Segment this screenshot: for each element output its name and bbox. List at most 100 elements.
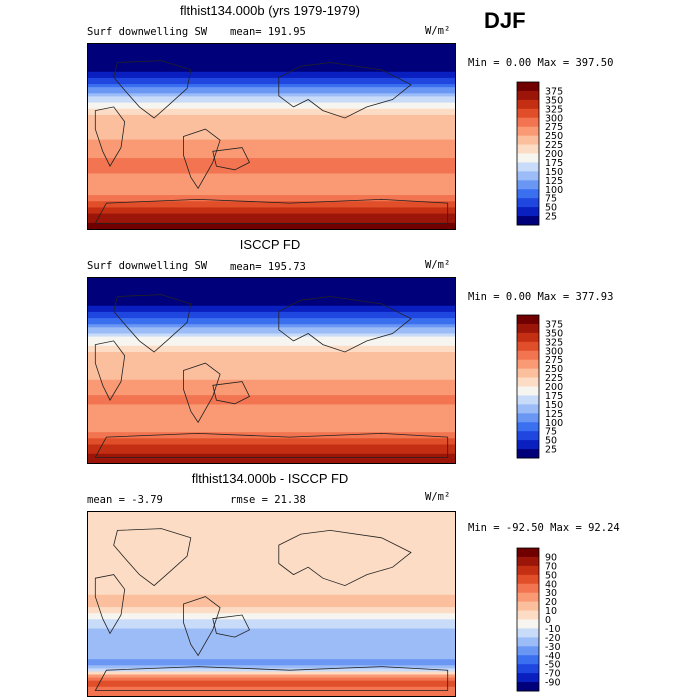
map-2-coastline — [278, 296, 412, 353]
map-1-latitude-band — [88, 192, 455, 196]
map-2-latitude-band — [88, 299, 455, 304]
map-3-coastline — [94, 574, 126, 635]
map-1-latitude-band — [88, 167, 455, 172]
colorbar-2-tick-label: 50 — [545, 436, 557, 447]
map-2-latitude-band — [88, 422, 455, 427]
map-3-latitude-band — [88, 545, 455, 550]
map-1-latitude-band — [88, 222, 455, 227]
colorbar-3-bin — [517, 592, 539, 603]
colorbar-3-tick-label: -30 — [545, 642, 561, 653]
colorbar-2-bin — [517, 359, 539, 370]
colorbar-2-tick-label: 250 — [545, 364, 563, 375]
colorbar-2-bin — [517, 395, 539, 405]
map-2-latitude-band — [88, 339, 455, 344]
colorbar-2-tick-label: 300 — [545, 346, 563, 357]
map-3-latitude-band — [88, 640, 455, 645]
map-2-latitude-band — [88, 361, 455, 365]
colorbar-3-tick-label: 10 — [545, 606, 557, 617]
map-2-latitude-band — [88, 321, 455, 325]
colorbar-1-bin — [517, 153, 539, 163]
map-3-latitude-band — [88, 527, 455, 531]
colorbar-3-bin — [517, 574, 539, 585]
map-1-latitude-band — [88, 65, 455, 70]
map-3-latitude-band — [88, 561, 455, 565]
map-1-latitude-band — [88, 210, 455, 215]
colorbar-2-bin — [517, 377, 539, 387]
map-1-latitude-band — [88, 195, 455, 199]
map-2-latitude-band — [88, 324, 455, 328]
colorbar-2-tick-label: 275 — [545, 355, 563, 366]
colorbar-1-bin — [517, 207, 539, 217]
colorbar-3-tick-label: -70 — [545, 669, 561, 680]
map-3-latitude-band — [88, 594, 455, 599]
colorbar-2-tick-label: 200 — [545, 382, 563, 393]
map-2-latitude-band — [88, 459, 455, 463]
colorbar-1-tick-label: 300 — [545, 113, 563, 124]
map-3-latitude-band — [88, 576, 455, 581]
colorbar-1-tick-label: 125 — [545, 176, 563, 187]
colorbar-3-tick-label: 0 — [545, 615, 551, 626]
colorbar-1-tick-label: 325 — [545, 104, 563, 115]
map-2-latitude-band — [88, 355, 455, 359]
colorbar-1-tick-label: 375 — [545, 86, 563, 97]
map-3-latitude-band — [88, 650, 455, 654]
map-2-latitude-band — [88, 432, 455, 436]
map-1-latitude-band — [88, 182, 455, 187]
panel-3-mean: mean = -3.79 — [87, 494, 163, 506]
colorbar-1-tick-label: 225 — [545, 140, 563, 151]
colorbar-2-bin — [517, 431, 539, 441]
map-1-latitude-band — [88, 207, 455, 212]
map-1-coastline — [278, 62, 412, 119]
colorbar-1-tick-label: 25 — [545, 212, 557, 223]
map-1-coastline — [113, 60, 192, 119]
map-3-latitude-band — [88, 625, 455, 630]
map-1-latitude-band — [88, 56, 455, 61]
colorbar-2-tick-label: 225 — [545, 373, 563, 384]
map-2-latitude-band — [88, 352, 455, 356]
map-1-latitude-band — [88, 127, 455, 131]
map-2-latitude-band — [88, 453, 455, 458]
colorbar-1-bin — [517, 216, 539, 226]
colorbar-3-bin — [517, 548, 539, 558]
map-3-latitude-band — [88, 533, 455, 538]
map-3-latitude-band — [88, 674, 455, 679]
colorbar-2-bin — [517, 386, 539, 396]
map-3-latitude-band — [88, 634, 455, 639]
colorbar-1-bin — [517, 82, 539, 92]
map-3-coastline — [278, 529, 412, 587]
panel-1-subtitle: Surf downwelling SW — [87, 26, 208, 38]
map-2-latitude-band — [88, 364, 455, 369]
map-1-latitude-band — [88, 133, 455, 138]
colorbar-3-bin — [517, 619, 539, 629]
map-2-latitude-band — [88, 379, 455, 384]
panel-2-units: W/m² — [425, 259, 451, 271]
panel-2-map — [87, 277, 456, 464]
map-2-latitude-band — [88, 296, 455, 301]
panel-2-colorbar: 375 350 325 300 275 250 225 200 175 150 125 100 75 50… — [516, 314, 577, 460]
map-2-coastline — [113, 294, 192, 353]
map-2-latitude-band — [88, 358, 455, 362]
map-3-latitude-band — [88, 512, 455, 516]
panel-2-map-field — [88, 278, 455, 463]
map-1-latitude-band — [88, 185, 455, 190]
map-2-latitude-band — [88, 284, 455, 288]
colorbar-3-tick-label: -20 — [545, 633, 561, 644]
map-1-latitude-band — [88, 105, 455, 110]
colorbar-3-tick-label: -40 — [545, 651, 561, 662]
map-3-latitude-band — [88, 686, 455, 691]
panel-3-colorbar: 90 70 50 40 30 20 10 0 -10 -20 -30 -40 -50 -70 -90 — [516, 547, 577, 693]
colorbar-2-bin — [517, 315, 539, 325]
colorbar-2-tick-label: 100 — [545, 418, 563, 429]
colorbar-2-tick-label: 350 — [545, 328, 563, 339]
colorbar-1-tick-label: 175 — [545, 158, 563, 169]
colorbar-1-bin — [517, 108, 539, 119]
map-2-latitude-band — [88, 290, 455, 295]
map-2-latitude-band — [88, 410, 455, 415]
colorbar-3-tick-label: -50 — [545, 660, 561, 671]
map-2-latitude-band — [88, 407, 455, 412]
map-3-latitude-band — [88, 515, 455, 519]
map-2-latitude-band — [88, 336, 455, 341]
map-2-latitude-band — [88, 327, 455, 332]
colorbar-2-tick-label: 75 — [545, 427, 557, 438]
map-2-coastline — [94, 340, 126, 401]
